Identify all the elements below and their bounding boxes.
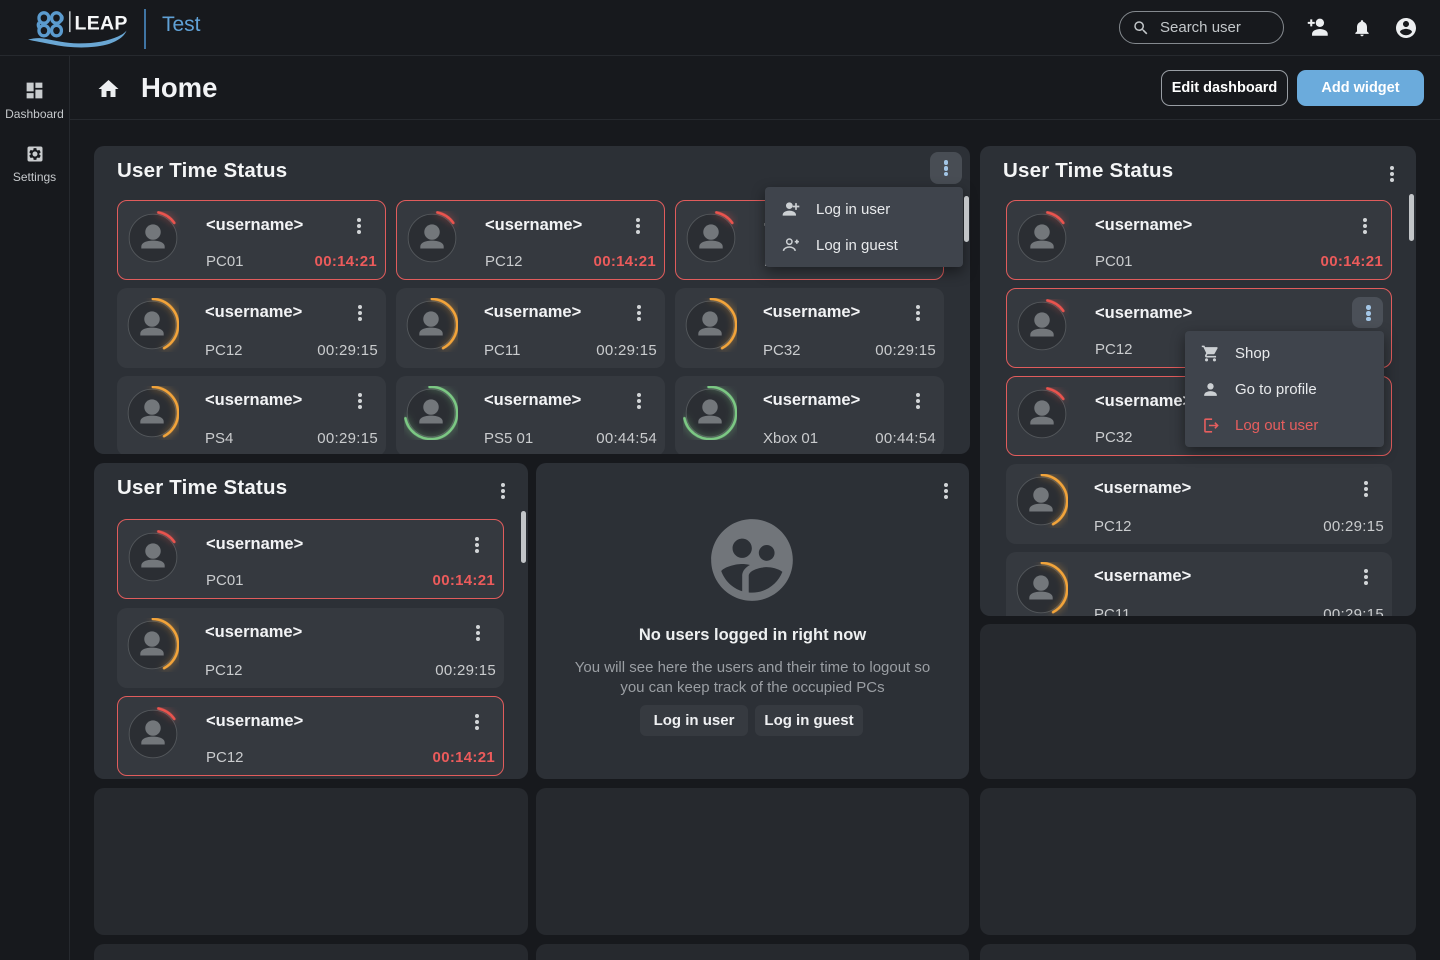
svg-text:LEAP: LEAP	[75, 13, 128, 35]
